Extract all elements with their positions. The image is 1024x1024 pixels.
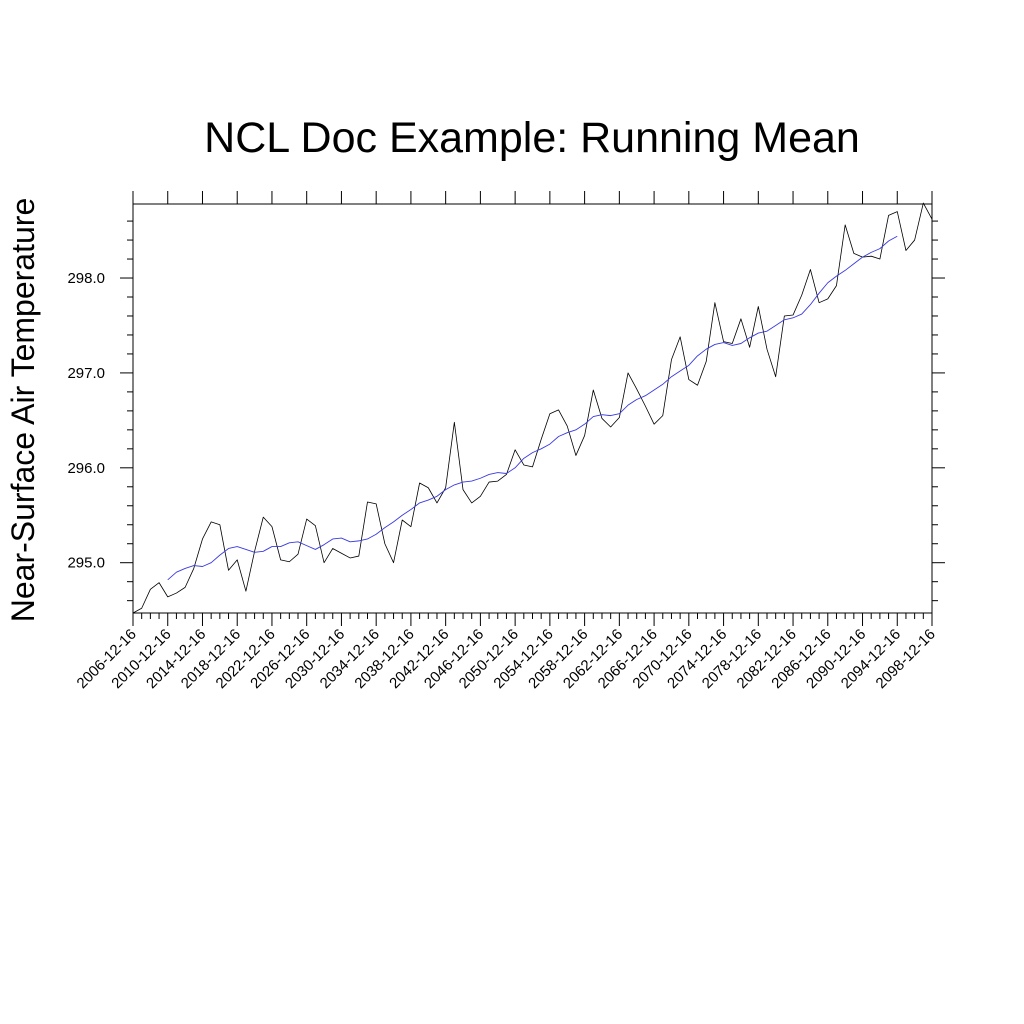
y-tick-label: 298.0 (67, 270, 105, 287)
y-tick-label: 295.0 (67, 555, 105, 572)
series-line-running-mean (167, 235, 898, 581)
y-axis-tick-labels: 295.0 296.0 297.0 298.0 (67, 270, 105, 572)
y-tick-label: 297.0 (67, 365, 105, 382)
y-axis-ticks (120, 220, 945, 602)
chart-title: NCL Doc Example: Running Mean (204, 114, 860, 162)
y-axis-label: Near-Surface Air Temperature (5, 198, 41, 622)
y-tick-label: 296.0 (67, 460, 105, 477)
series-line-raw (132, 202, 933, 614)
series-layer (132, 202, 933, 614)
x-axis-tick-labels: 2006-12-162010-12-162014-12-162018-12-16… (74, 626, 939, 692)
x-axis-ticks (132, 191, 933, 626)
